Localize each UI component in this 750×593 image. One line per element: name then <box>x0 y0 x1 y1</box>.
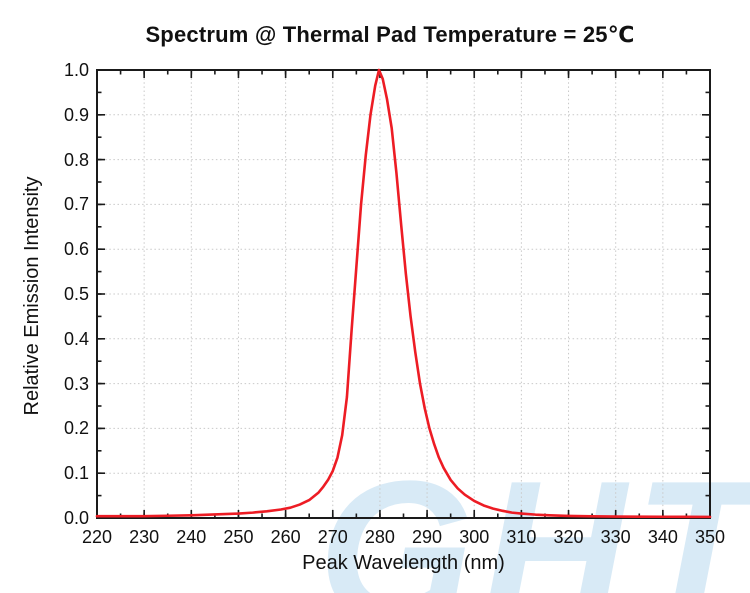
y-tick-label: 0.2 <box>63 418 89 439</box>
x-tick-label: 270 <box>317 527 348 547</box>
y-tick-label: 0.0 <box>63 508 89 528</box>
x-tick-label: 330 <box>600 527 631 547</box>
x-tick-label: 230 <box>129 527 160 547</box>
y-tick-label: 0.5 <box>63 284 89 304</box>
x-tick-label: 260 <box>270 527 301 547</box>
x-tick-label: 300 <box>459 527 490 547</box>
y-tick-label: 0.6 <box>63 239 89 260</box>
y-tick-label: 0.1 <box>63 463 89 484</box>
spectrum-curve <box>95 68 712 519</box>
watermark-text: GHT <box>318 440 750 593</box>
x-tick-label: 320 <box>553 527 584 547</box>
y-tick-label: 0.9 <box>63 104 89 125</box>
x-tick-label: 340 <box>647 527 678 547</box>
x-tick-label: 290 <box>412 527 443 547</box>
y-tick-label: 0.3 <box>63 373 89 394</box>
y-tick-label: 0.4 <box>63 328 89 349</box>
x-tick-label: 310 <box>506 527 537 547</box>
x-tick-label: 240 <box>176 527 207 547</box>
y-axis-title: Relative Emission Intensity <box>21 176 43 416</box>
x-axis-title: Peak Wavelength (nm) <box>302 552 505 574</box>
chart-title: Spectrum @ Thermal Pad Temperature = 25℃ <box>145 22 635 47</box>
y-tick-label: 0.8 <box>63 149 89 170</box>
y-tick-label: 0.7 <box>63 194 89 215</box>
x-tick-label: 220 <box>81 527 113 547</box>
x-tick-label: 350 <box>694 527 726 547</box>
y-tick-label: 1.0 <box>63 60 89 80</box>
x-tick-label: 250 <box>223 527 254 547</box>
x-tick-label: 280 <box>364 527 395 547</box>
